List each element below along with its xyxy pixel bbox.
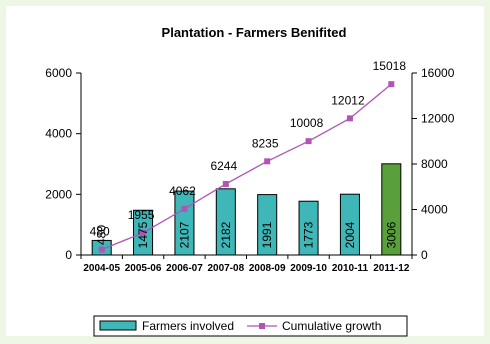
x-tick-label: 2008-09 [249, 263, 286, 274]
y-right-tick-label: 12000 [421, 112, 455, 126]
line-point [181, 205, 188, 212]
legend-marker-line [259, 323, 265, 329]
bar-value-label: 2004 [343, 221, 357, 248]
line-value-label: 8235 [252, 136, 279, 150]
x-tick-label: 2010-11 [332, 263, 369, 274]
y-left-tick-label: 6000 [45, 66, 72, 80]
line-value-label: 4062 [169, 184, 196, 198]
bar [174, 190, 195, 256]
line-point [388, 81, 395, 88]
bar [215, 188, 236, 256]
line-point [98, 246, 105, 253]
cumulative-line [101, 83, 392, 251]
bar [381, 163, 402, 256]
line-value-label: 1955 [128, 208, 155, 222]
bar-value-label: 1773 [302, 221, 316, 248]
bar-value-label: 1991 [260, 221, 274, 248]
y-right-tick-label: 0 [421, 248, 428, 262]
bar-value-label: 2107 [177, 221, 191, 248]
y-left-tick-label: 2000 [45, 187, 72, 201]
line-value-label: 15018 [373, 59, 407, 73]
bar-value-label: 1475 [136, 221, 150, 248]
bar-value-label: 480 [95, 225, 109, 245]
x-tick-label: 2011-12 [373, 263, 410, 274]
bar [298, 200, 319, 256]
x-tick-label: 2006-07 [166, 263, 203, 274]
line-value-label: 12012 [331, 93, 365, 107]
x-tick-label: 2005-06 [125, 263, 162, 274]
legend-label-line: Cumulative growth [282, 319, 381, 333]
y-left-tick-label: 0 [65, 248, 72, 262]
legend-label-bar: Farmers involved [142, 319, 234, 333]
bar [257, 194, 278, 256]
x-tick-label: 2009-10 [290, 263, 327, 274]
legend-swatch-bar [99, 320, 137, 331]
line-value-label: 6244 [210, 159, 237, 173]
line-point [140, 229, 147, 236]
y-right-tick-label: 8000 [421, 157, 448, 171]
y-left-tick-label: 4000 [45, 127, 72, 141]
x-tick-label: 2004-05 [83, 263, 120, 274]
y-right-tick-label: 16000 [421, 66, 455, 80]
line-value-label: 480 [90, 225, 110, 239]
plot-panel [6, 6, 484, 336]
x-tick-label: 2007-08 [207, 263, 244, 274]
y-right-tick-label: 4000 [421, 203, 448, 217]
line-point [346, 115, 353, 122]
line-point [264, 158, 271, 165]
bar-value-label: 2182 [219, 221, 233, 248]
line-point [305, 138, 312, 145]
bar-value-label: 3006 [384, 221, 398, 248]
bar [339, 193, 360, 256]
chart-title: Plantation - Farmers Benifited [162, 25, 347, 40]
line-value-label: 10008 [290, 116, 324, 130]
line-point [222, 180, 229, 187]
